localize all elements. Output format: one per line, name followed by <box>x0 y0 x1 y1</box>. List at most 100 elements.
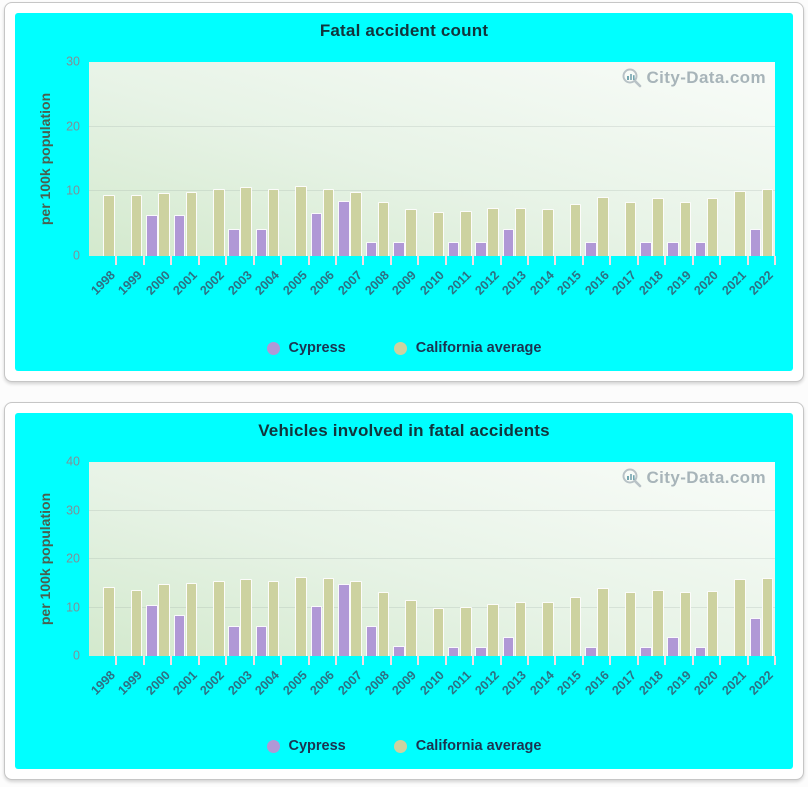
x-tick <box>307 256 310 265</box>
x-tick <box>444 256 447 265</box>
bar-california-average-2003 <box>240 579 252 656</box>
x-axis-label-2021: 2021 <box>719 668 749 698</box>
x-axis-label-2005: 2005 <box>280 268 310 298</box>
bar-california-average-2017 <box>624 592 637 656</box>
bar-california-average-2008 <box>377 202 390 256</box>
bar-california-average-2003 <box>240 187 252 256</box>
x-tick <box>609 656 612 665</box>
x-axis-label-2001: 2001 <box>170 668 200 698</box>
bar-california-average-2002 <box>213 188 225 256</box>
x-axis-label-2009: 2009 <box>389 668 420 698</box>
x-tick <box>142 656 145 665</box>
x-axis-label-2008: 2008 <box>362 268 392 298</box>
x-axis-label-2016: 2016 <box>581 668 612 698</box>
y-tick-label-30: 30 <box>66 54 80 69</box>
legend-label-california-average: California average <box>415 738 542 754</box>
x-tick <box>746 656 749 665</box>
x-axis-label-2016: 2016 <box>581 268 612 298</box>
legend-label-california-average: California average <box>415 340 542 356</box>
x-axis-label-2015: 2015 <box>554 268 585 298</box>
x-tick <box>142 256 145 265</box>
x-tick <box>197 656 200 665</box>
plot-region: per 100k population City-Data.com <box>37 54 776 297</box>
x-tick <box>691 656 694 665</box>
bar-california-average-2005 <box>295 576 307 656</box>
plot-region: per 100k population City-Data.com <box>37 454 776 697</box>
bar-california-average-2011 <box>459 607 472 656</box>
x-tick <box>197 256 200 265</box>
x-axis-label-2011: 2011 <box>445 668 475 698</box>
bar-california-average-2011 <box>459 211 472 256</box>
bar-cypress-2001 <box>173 214 186 256</box>
y-tick-label-30: 30 <box>66 502 80 517</box>
bar-california-average-2017 <box>624 202 637 256</box>
x-tick <box>527 656 530 665</box>
bar-california-average-2000 <box>158 193 170 256</box>
bar-cypress-2020 <box>694 242 707 256</box>
bar-cypress-2000 <box>146 604 158 656</box>
plot-area: City-Data.com <box>89 462 776 665</box>
x-axis-label-2000: 2000 <box>142 668 173 698</box>
vehicles-involved-card: Vehicles involved in fatal accidents per… <box>4 402 804 780</box>
bar-california-average-2001 <box>185 191 198 256</box>
x-tick <box>389 256 392 265</box>
bar-california-average-2018 <box>652 197 664 256</box>
bar-cypress-2003 <box>228 228 240 256</box>
bar-cypress-2004 <box>255 625 268 656</box>
x-axis-label-2007: 2007 <box>334 668 365 698</box>
bar-cypress-2018 <box>639 646 652 656</box>
x-tick <box>691 256 694 265</box>
legend-label-cypress: Cypress <box>288 340 346 356</box>
x-tick <box>472 656 475 665</box>
x-axis-label-2004: 2004 <box>252 268 283 298</box>
bar-california-average-2021 <box>734 190 746 256</box>
y-axis-title: per 100k population <box>37 92 53 226</box>
gridline-20 <box>89 558 775 559</box>
bar-california-average-2009 <box>405 208 417 256</box>
watermark-text: City-Data.com <box>646 468 766 487</box>
x-tick <box>609 256 612 265</box>
x-axis-label-2006: 2006 <box>307 668 338 698</box>
x-tick <box>170 656 173 665</box>
x-axis-label-2013: 2013 <box>499 668 530 698</box>
bar-cypress-2013 <box>502 228 515 256</box>
x-tick <box>554 256 557 265</box>
bar-cypress-2003 <box>228 625 240 656</box>
x-axis-label-1999: 1999 <box>115 268 145 298</box>
x-tick <box>115 656 118 665</box>
bar-california-average-2014 <box>542 208 554 256</box>
plot-area: City-Data.com <box>89 62 776 265</box>
chart-surface: Fatal accident count per 100k population <box>15 13 793 371</box>
x-axis-label-2010: 2010 <box>417 268 447 298</box>
x-axis-label-2009: 2009 <box>389 268 420 298</box>
x-axis-label-2011: 2011 <box>445 268 475 298</box>
bar-california-average-2020 <box>706 197 719 256</box>
x-tick <box>472 256 475 265</box>
x-axis-label-2018: 2018 <box>636 668 667 698</box>
x-axis-label-2010: 2010 <box>417 668 447 698</box>
x-tick <box>719 656 722 665</box>
bar-california-average-1999 <box>130 590 143 656</box>
bar-cypress-2016 <box>585 646 597 656</box>
x-axis-label-2003: 2003 <box>225 268 255 298</box>
bar-california-average-2018 <box>652 589 664 656</box>
x-axis-label-1998: 1998 <box>87 668 118 698</box>
bar-cypress-2004 <box>255 228 268 256</box>
bar-california-average-1998 <box>103 587 115 656</box>
bar-cypress-2019 <box>667 637 679 656</box>
bar-cypress-2018 <box>639 242 652 256</box>
bar-california-average-2006 <box>322 578 335 656</box>
x-axis-label-2001: 2001 <box>170 268 200 298</box>
bar-cypress-2012 <box>475 646 487 656</box>
bar-cypress-2000 <box>146 214 158 256</box>
x-tick <box>499 656 502 665</box>
x-tick <box>444 656 447 665</box>
gridline-10 <box>89 606 775 608</box>
x-tick <box>774 256 776 265</box>
bar-cypress-2013 <box>502 637 515 656</box>
x-axis-label-2013: 2013 <box>499 268 530 298</box>
x-axis-label-2014: 2014 <box>527 268 557 298</box>
x-tick <box>389 656 392 665</box>
bar-california-average-2019 <box>679 202 692 256</box>
x-tick <box>307 656 310 665</box>
